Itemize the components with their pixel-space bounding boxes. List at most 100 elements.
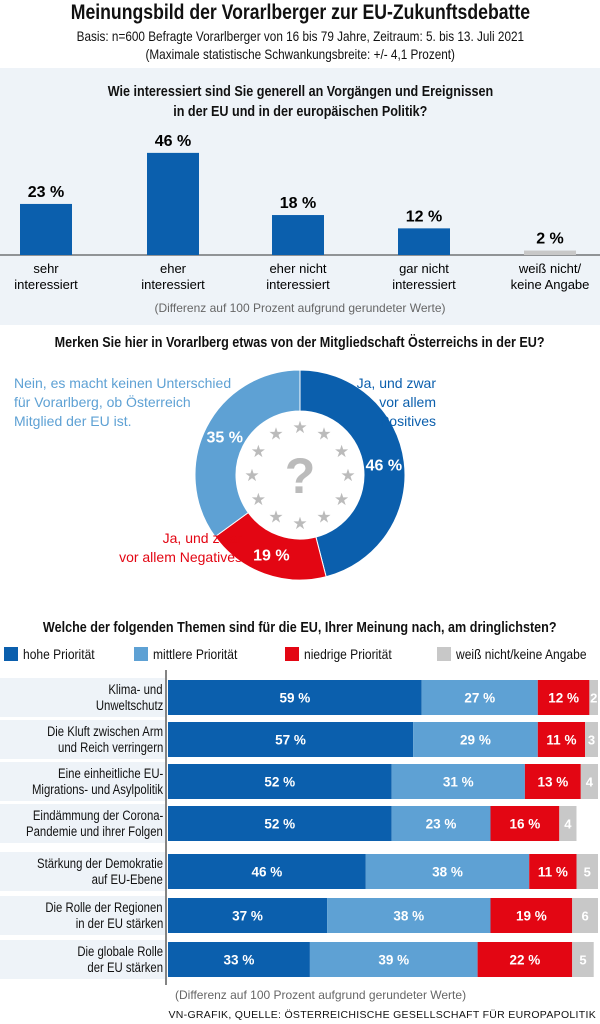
- row-label-bg: [0, 762, 165, 801]
- category-label-line: Die globale Rolle: [77, 944, 163, 959]
- segment-label: 57 %: [275, 733, 306, 748]
- category-label: Die globale Rolle der EU stärken: [0, 944, 163, 976]
- bar-segment: [413, 722, 538, 757]
- question-mark-icon: ?: [285, 448, 316, 504]
- bar-segment: [421, 680, 538, 715]
- category-label-line: Die Kluft zwischen Arm: [47, 724, 163, 739]
- category-label-line: Migrations- und Asylpolitik: [31, 782, 163, 797]
- category-label: gar nicht: [399, 261, 449, 276]
- bar: [272, 215, 324, 255]
- segment-label: 4: [564, 817, 572, 832]
- eu-star-icon: ★: [292, 514, 307, 533]
- eu-star-icon: ★: [340, 466, 355, 485]
- priorities-question: Welche der folgenden Themen sind für die…: [0, 618, 600, 638]
- segment-label: 11 %: [538, 865, 568, 880]
- category-label: keine Angabe: [511, 277, 590, 292]
- priorities-question-text: Welche der folgenden Themen sind für die…: [43, 619, 557, 636]
- legend-low: niedrige Priorität: [285, 646, 406, 662]
- eu-star-icon: ★: [292, 418, 307, 437]
- data-label: 12 %: [406, 208, 442, 225]
- legend-swatch: [4, 647, 18, 661]
- legend-swatch: [437, 647, 451, 661]
- donut-slice: [299, 369, 406, 578]
- bar-segment: [585, 722, 598, 757]
- legend-swatch: [134, 647, 148, 661]
- bar-segment: [572, 942, 594, 977]
- donut-center: [237, 412, 363, 538]
- page-title-text: Meinungsbild der Vorarlberger zur EU-Zuk…: [70, 1, 530, 24]
- bar-segment: [168, 680, 422, 715]
- bar-segment: [168, 722, 414, 757]
- priorities-note: (Differenz auf 100 Prozent aufgrund geru…: [175, 988, 467, 1002]
- category-label-line: in der EU stärken: [75, 916, 163, 931]
- segment-label: 59 %: [279, 691, 310, 706]
- segment-label: 23 %: [426, 817, 457, 832]
- category-label-line: Unweltschutz: [95, 698, 163, 713]
- bar-segment: [589, 680, 598, 715]
- segment-label: 22 %: [510, 953, 541, 968]
- bar-segment: [529, 854, 577, 889]
- category-label-line: Eine einheitliche EU-: [57, 766, 163, 781]
- slice-value: 46 %: [366, 457, 402, 474]
- row-label-bg: [0, 678, 165, 717]
- segment-label: 29 %: [460, 733, 491, 748]
- eu-star-icon: ★: [251, 490, 266, 509]
- slice-value: 19 %: [253, 548, 289, 565]
- segment-label: 38 %: [432, 865, 463, 880]
- bar-segment: [168, 942, 310, 977]
- data-label: 18 %: [280, 195, 316, 212]
- bar-segment: [391, 806, 491, 841]
- donut-slice: [194, 369, 301, 538]
- slice-label: vor allem Negatives: [119, 549, 242, 565]
- category-label: Stärkung der Demokratie auf EU-Ebene: [0, 856, 163, 888]
- eu-star-icon: ★: [316, 424, 331, 443]
- bar-segment: [537, 680, 590, 715]
- row-label-bg: [0, 896, 165, 935]
- legend-unknown: weiß nicht/keine Angabe: [437, 646, 600, 662]
- segment-label: 2: [590, 691, 597, 706]
- category-label: Eine einheitliche EU- Migrations- und Asy…: [0, 766, 163, 798]
- legend-label: niedrige Priorität: [304, 646, 392, 662]
- bar-segment: [572, 898, 598, 933]
- page-title: Meinungsbild der Vorarlberger zur EU-Zuk…: [0, 0, 600, 25]
- category-label-line: Pandemie und ihrer Folgen: [26, 824, 163, 839]
- interest-panel: [0, 68, 600, 325]
- bar: [398, 228, 450, 255]
- row-label-bg: [0, 940, 165, 979]
- slice-label: vor allem: [379, 394, 436, 410]
- category-label-line: Eindämmung der Corona-: [32, 808, 163, 823]
- legend-swatch: [285, 647, 299, 661]
- bar-segment: [559, 806, 577, 841]
- segment-label: 37 %: [232, 909, 263, 924]
- data-label: 23 %: [28, 184, 64, 201]
- bar-segment: [477, 942, 573, 977]
- category-label: Eindämmung der Corona- Pandemie und ihrer…: [0, 808, 163, 840]
- row-label-bg: [0, 720, 165, 759]
- category-label: eher: [160, 261, 187, 276]
- legend-mid: mittlere Priorität: [134, 646, 251, 662]
- legend-high: hohe Priorität: [4, 646, 106, 662]
- segment-label: 52 %: [264, 775, 295, 790]
- segment-label: 4: [586, 775, 594, 790]
- category-label-line: Stärkung der Demokratie: [36, 856, 163, 871]
- data-label: 2 %: [536, 231, 564, 248]
- bar-segment: [524, 764, 581, 799]
- category-label: weiß nicht/: [518, 261, 582, 276]
- category-label: interessiert: [14, 277, 78, 292]
- category-label-line: der EU stärken: [87, 960, 163, 975]
- bar: [147, 152, 199, 255]
- slice-label: Ja, und zwar: [357, 375, 437, 391]
- legend-label: weiß nicht/keine Angabe: [456, 646, 587, 662]
- bar-segment: [168, 806, 392, 841]
- eu-star-icon: ★: [268, 508, 283, 527]
- segment-label: 5: [579, 953, 586, 968]
- slice-value: 35 %: [206, 430, 242, 447]
- slice-label: Mitglied der EU ist.: [14, 413, 131, 429]
- question-line: Wie interessiert sind Sie generell an Vo…: [107, 83, 493, 100]
- segment-label: 13 %: [537, 775, 568, 790]
- segment-label: 3: [588, 733, 595, 748]
- category-label: eher nicht: [269, 261, 326, 276]
- interest-note-text: (Differenz auf 100 Prozent aufgrund geru…: [154, 301, 446, 315]
- legend-label: mittlere Priorität: [153, 646, 238, 662]
- source-credit: VN-GRAFIK, QUELLE: ÖSTERREICHISCHE GESEL…: [168, 1009, 596, 1021]
